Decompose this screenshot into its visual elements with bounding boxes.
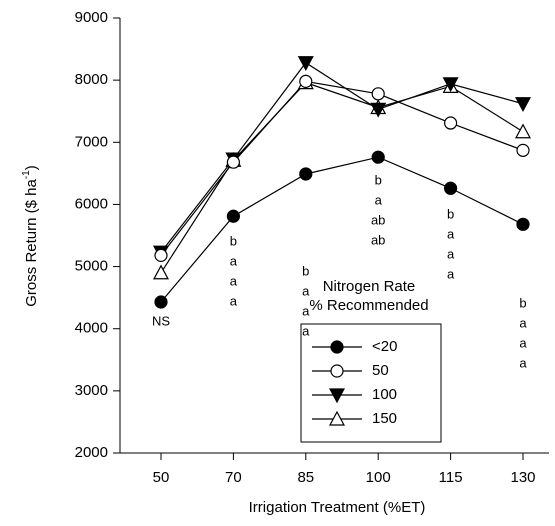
y-tick-label: 7000 [75,133,108,150]
point [442,77,459,93]
point [444,181,458,195]
annotation: b [519,295,526,310]
annotation: a [519,355,527,370]
y-axis-label: Gross Return ($ ha-1) [21,165,40,306]
y-tick-label: 8000 [75,71,108,88]
annotation: a [230,253,238,268]
y-tick-label: 3000 [75,382,108,399]
point [154,248,168,262]
annotation: NS [152,313,170,328]
annotation: a [519,335,527,350]
annotation: ab [371,232,385,247]
legend-marker [328,410,346,426]
y-tick-label: 9000 [75,9,108,26]
point [514,97,532,113]
y-tick-label: 5000 [75,258,108,275]
point [226,209,240,223]
legend-marker [330,340,344,354]
y-axis-label-sup: -1 [21,170,32,179]
legend-label: <20 [372,338,397,355]
y-axis-label-main: Gross Return ($ ha [23,179,40,307]
annotation: a [230,293,238,308]
annotation: a [447,226,455,241]
point [152,264,170,280]
series-line [160,156,524,303]
y-tick-label: 2000 [75,444,108,461]
point [371,150,385,164]
x-tick-label: 50 [153,469,170,486]
x-tick-label: 70 [225,469,242,486]
annotation: a [302,323,310,338]
x-axis-label: Irrigation Treatment (%ET) [249,499,426,516]
annotation: a [447,266,455,281]
point [516,217,530,231]
legend-label: 150 [372,410,397,427]
point [297,56,314,72]
legend-box [300,323,442,443]
annotation: a [447,246,455,261]
legend-label: 50 [372,362,389,379]
point [370,102,387,118]
annotation: a [302,303,310,318]
annotation: b [447,206,454,221]
legend-label: 100 [372,386,397,403]
annotation: ab [371,212,385,227]
annotation: a [302,283,310,298]
x-tick-label: 100 [366,469,391,486]
legend-marker [330,364,344,378]
series-line [160,80,524,256]
y-tick-label: 6000 [75,195,108,212]
x-tick-label: 115 [439,469,463,486]
point [514,123,532,139]
y-tick-label: 4000 [75,320,108,337]
legend-marker [328,388,346,404]
point [371,87,385,101]
annotation: a [375,192,383,207]
point [299,167,313,181]
point [299,74,313,88]
point [154,295,168,309]
annotation: a [519,315,527,330]
point [516,143,530,157]
annotation: b [375,172,382,187]
point [444,116,458,130]
annotation: b [302,263,309,278]
x-tick-label: 130 [510,469,535,486]
y-axis-label-end: ) [23,165,40,170]
point [226,155,240,169]
series-line [160,61,524,253]
annotation: a [230,273,238,288]
x-tick-label: 85 [297,469,314,486]
series-line [160,81,524,274]
legend-title: Nitrogen Rate [323,278,416,295]
annotation: b [230,233,237,248]
legend-title: % Recommended [309,297,428,314]
